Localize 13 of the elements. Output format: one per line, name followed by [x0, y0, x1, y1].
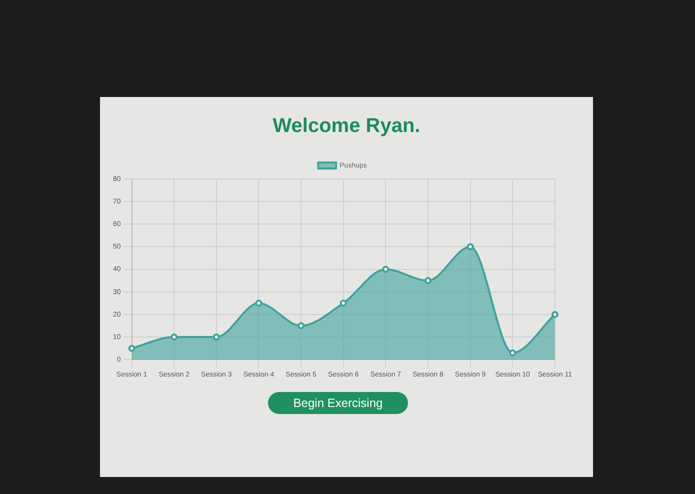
point: [509, 349, 516, 356]
point: [170, 334, 178, 341]
begin-button: Begin Exercising: [268, 392, 408, 414]
point: [128, 344, 136, 352]
point: [298, 322, 305, 330]
point: [551, 310, 558, 318]
point: [255, 300, 262, 307]
chart-title: Welcome Ryan.: [272, 115, 422, 138]
point: [466, 243, 474, 250]
point: [340, 300, 347, 307]
point: [212, 334, 220, 341]
point: [382, 266, 390, 273]
point: [424, 277, 432, 284]
